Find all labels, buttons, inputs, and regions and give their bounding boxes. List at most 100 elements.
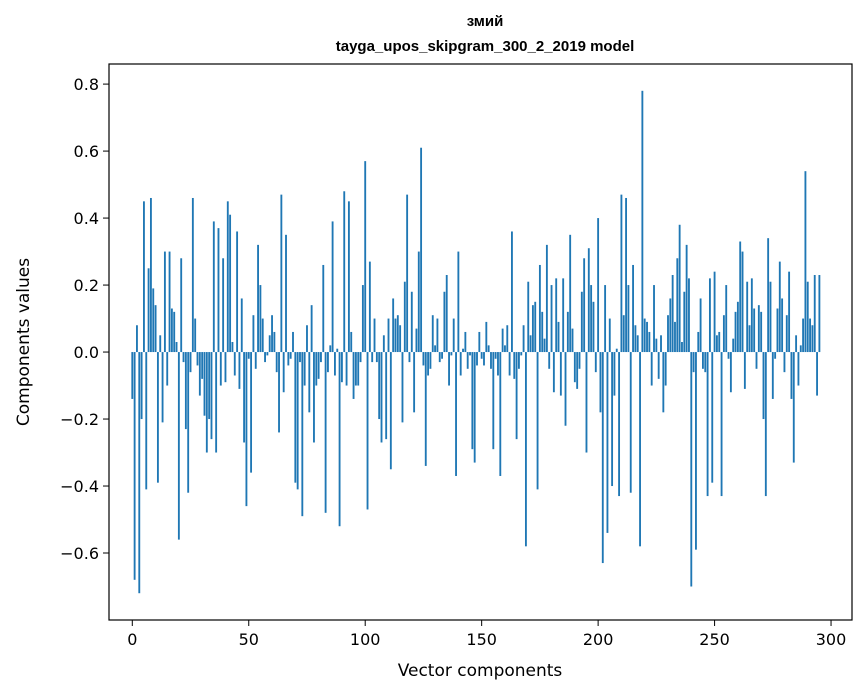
bar xyxy=(350,331,353,353)
bar xyxy=(741,251,744,353)
bar xyxy=(608,318,611,353)
bar xyxy=(138,352,141,594)
bar xyxy=(131,352,134,399)
bar xyxy=(625,197,627,353)
bar xyxy=(306,325,308,353)
bar xyxy=(622,315,625,353)
bar xyxy=(732,338,735,353)
bar xyxy=(797,352,800,386)
bar xyxy=(676,258,679,353)
bar xyxy=(231,342,234,353)
bar xyxy=(410,291,413,353)
bar xyxy=(529,335,532,353)
bar xyxy=(208,352,211,420)
bar xyxy=(524,352,527,547)
bar xyxy=(431,315,434,353)
bar xyxy=(145,352,148,490)
bar xyxy=(490,352,492,369)
bar xyxy=(755,352,758,369)
bar xyxy=(257,244,259,353)
bar xyxy=(464,331,467,353)
bar xyxy=(580,291,583,353)
bar xyxy=(292,331,294,353)
bar xyxy=(394,318,397,353)
x-tick-label: 150 xyxy=(466,630,497,649)
bar xyxy=(718,331,721,353)
bar xyxy=(331,221,334,353)
bar xyxy=(373,318,376,353)
bar xyxy=(704,352,707,373)
bar xyxy=(757,305,760,353)
bar xyxy=(767,238,770,353)
bar xyxy=(375,352,378,363)
bar xyxy=(708,278,711,353)
bar xyxy=(133,352,136,580)
x-axis: 0 50 100 150 200 250 300 xyxy=(127,620,846,649)
bar xyxy=(639,352,641,547)
bar xyxy=(776,308,779,353)
bar xyxy=(329,345,332,353)
bar xyxy=(455,352,457,476)
bar xyxy=(247,352,250,359)
bar xyxy=(746,281,749,353)
chart-subtitle: tayga_upos_skipgram_300_2_2019 model xyxy=(336,38,635,55)
bar xyxy=(678,224,681,353)
bar xyxy=(313,352,315,443)
bar xyxy=(552,352,555,393)
bar xyxy=(308,352,311,413)
bar xyxy=(531,305,534,353)
bar xyxy=(413,352,416,413)
bar xyxy=(753,308,756,353)
bar xyxy=(699,298,702,353)
bar xyxy=(194,318,197,353)
bar xyxy=(140,352,143,420)
bar xyxy=(285,234,287,353)
bar xyxy=(722,315,725,353)
bar xyxy=(303,352,306,386)
bar xyxy=(240,298,243,353)
bar xyxy=(790,352,793,399)
bar xyxy=(692,352,695,373)
bar xyxy=(180,258,183,353)
y-tick-label: −0.2 xyxy=(60,410,99,429)
bar xyxy=(252,315,255,353)
bar xyxy=(781,298,784,353)
bar xyxy=(361,285,364,353)
bar xyxy=(334,352,336,376)
bar xyxy=(660,335,662,353)
bar xyxy=(317,352,320,379)
bar xyxy=(161,352,164,423)
bar xyxy=(671,275,674,353)
bar xyxy=(226,201,229,353)
bar xyxy=(550,285,553,353)
bar xyxy=(189,352,192,373)
bar xyxy=(494,352,497,359)
x-tick-label: 100 xyxy=(350,630,381,649)
bar xyxy=(366,352,369,510)
bar xyxy=(401,352,404,423)
bar xyxy=(152,288,155,353)
bar xyxy=(634,325,637,353)
x-tick-label: 300 xyxy=(816,630,847,649)
y-tick-label: 0.8 xyxy=(74,75,99,94)
bar xyxy=(760,311,763,353)
bar xyxy=(506,325,509,353)
bar xyxy=(711,352,714,483)
bar xyxy=(457,251,460,353)
bar xyxy=(655,338,658,353)
bar xyxy=(515,352,518,440)
bar xyxy=(415,328,418,353)
bar xyxy=(233,352,236,376)
bar xyxy=(149,197,152,353)
bar xyxy=(818,275,821,353)
bar xyxy=(811,325,814,353)
bar xyxy=(555,278,558,353)
bar xyxy=(748,325,751,353)
bar-series xyxy=(131,90,821,594)
bar xyxy=(538,264,541,353)
bar xyxy=(282,352,285,393)
bar xyxy=(667,315,669,353)
bar xyxy=(592,301,595,353)
bar xyxy=(422,352,425,366)
